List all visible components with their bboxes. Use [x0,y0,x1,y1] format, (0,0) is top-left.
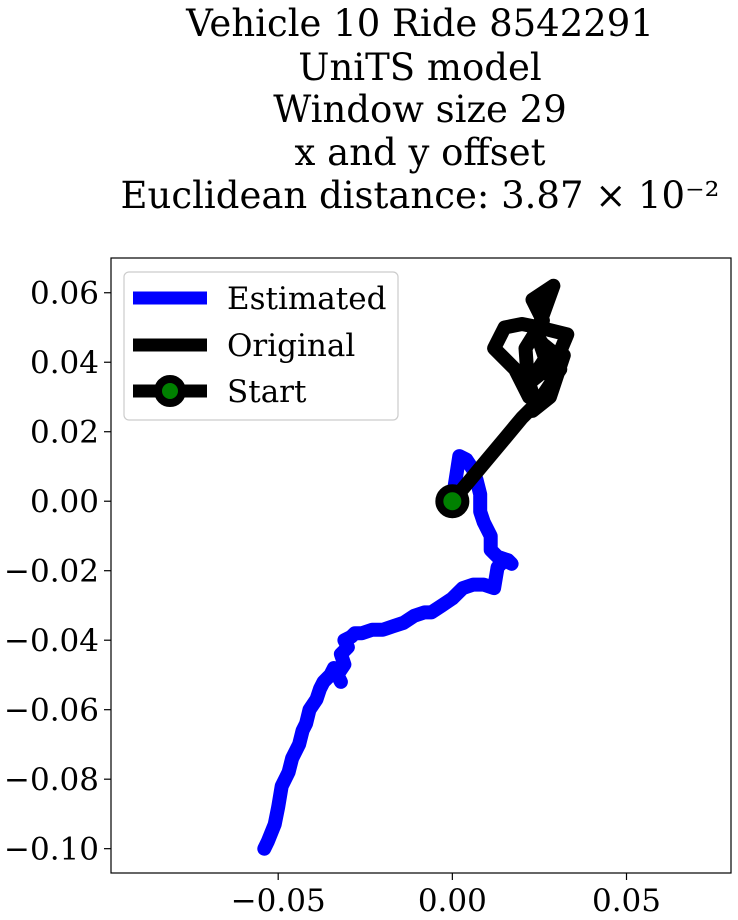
start-marker [435,484,470,519]
legend: Estimated Original Start [123,271,399,421]
y-axis: 0.06 0.04 0.02 0.00 −0.02 −0.04 −0.06 −0.08 −0.1… [4,276,111,868]
y-tick-label: −0.08 [4,762,99,798]
y-tick-label: −0.02 [4,554,99,590]
title-line-3: Window size 29 [273,88,567,131]
y-tick-label: 0.02 [30,415,99,451]
title-line-1: Vehicle 10 Ride 8542291 [185,2,654,45]
legend-box [123,271,399,421]
plot-frame [110,257,732,874]
y-tick-label: −0.04 [4,623,99,659]
title-line-2: UniTS model [298,46,541,89]
x-tick-label: 0.00 [418,883,487,919]
x-tick-label: −0.05 [231,883,326,919]
y-tick-label: 0.04 [30,345,99,381]
chart-title: Vehicle 10 Ride 8542291 UniTS model Wind… [121,2,720,217]
legend-label-original: Original [227,328,355,364]
legend-start-marker [154,375,186,407]
series-line-original [445,278,575,509]
legend-label-start: Start [227,374,307,410]
plot-area [257,278,575,856]
legend-label-estimated: Estimated [227,281,386,317]
y-tick-label: −0.10 [4,832,99,868]
y-tick-label: −0.06 [4,693,99,729]
x-tick-label: 0.05 [592,883,661,919]
title-line-5: Euclidean distance: 3.87 × 10⁻² [121,174,720,217]
title-line-4: x and y offset [295,131,546,174]
series-line-estimated [257,449,519,856]
x-axis: −0.05 0.00 0.05 [231,873,661,919]
y-tick-label: 0.00 [30,484,99,520]
y-tick-label: 0.06 [30,276,99,312]
